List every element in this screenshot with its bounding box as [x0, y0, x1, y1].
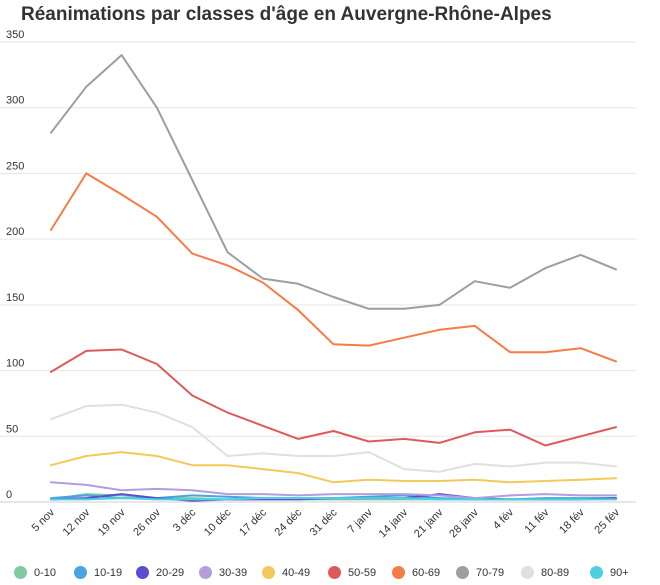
legend-item-80-89[interactable]: 80-89 — [521, 566, 569, 579]
legend-swatch — [74, 566, 87, 579]
series-line-60-69 — [50, 172, 617, 363]
legend-swatch — [136, 566, 149, 579]
series-line-40-49 — [50, 451, 617, 484]
legend-item-10-19[interactable]: 10-19 — [74, 566, 122, 579]
series-line-30-39 — [50, 481, 617, 500]
y-tick-label: 0 — [6, 489, 12, 501]
legend-swatch — [262, 566, 275, 579]
legend-label: 10-19 — [94, 566, 123, 579]
legend-item-0-10[interactable]: 0-10 — [14, 566, 56, 579]
legend-item-20-29[interactable]: 20-29 — [136, 566, 184, 579]
legend-label: 30-39 — [219, 566, 248, 579]
legend-item-60-69[interactable]: 60-69 — [392, 566, 440, 579]
x-tick-label: 11 fév — [522, 506, 551, 535]
gridlines — [0, 41, 636, 503]
legend-swatch — [392, 566, 405, 579]
y-tick-label: 100 — [6, 358, 24, 370]
y-tick-label: 200 — [6, 226, 24, 238]
x-tick-label: 12 nov — [61, 506, 93, 538]
legend-label: 0-10 — [34, 566, 57, 579]
legend-item-30-39[interactable]: 30-39 — [199, 566, 247, 579]
legend-label: 40-49 — [282, 566, 311, 579]
legend-swatch — [521, 566, 534, 579]
x-tick-label: 26 nov — [131, 506, 163, 538]
legend-item-40-49[interactable]: 40-49 — [262, 566, 310, 579]
x-tick-label: 25 fév — [592, 506, 622, 536]
legend: 0-10 10-19 20-29 30-39 40-49 50-59 60-69 70-79 8… — [0, 566, 660, 585]
x-tick-label: 17 déc — [237, 506, 269, 538]
x-tick-label: 10 déc — [202, 506, 234, 538]
x-tick-label: 21 janv — [412, 506, 446, 540]
series-line-90+ — [50, 497, 617, 501]
y-tick-label: 350 — [6, 29, 24, 41]
series-line-80-89 — [50, 403, 617, 473]
y-tick-label: 150 — [6, 292, 24, 304]
legend-label: 80-89 — [541, 566, 570, 579]
y-tick-label: 300 — [6, 95, 24, 107]
y-axis-ticks: 0 50 100 150 200 250 300 350 — [6, 29, 24, 501]
legend-swatch — [328, 566, 341, 579]
legend-label: 90+ — [610, 566, 629, 579]
x-tick-label: 28 janv — [447, 506, 481, 540]
legend-swatch — [456, 566, 469, 579]
chart-title: Réanimations par classes d'âge en Auverg… — [21, 4, 552, 25]
series-line-50-59 — [50, 348, 617, 447]
legend-item-90+[interactable]: 90+ — [590, 566, 629, 579]
x-tick-label: 4 fév — [491, 506, 517, 532]
x-tick-label: 14 janv — [377, 506, 411, 540]
x-tick-label: 5 nov — [30, 506, 58, 534]
legend-swatch — [14, 566, 27, 579]
legend-swatch — [590, 566, 603, 579]
legend-label: 20-29 — [156, 566, 185, 579]
y-tick-label: 250 — [6, 160, 24, 172]
y-tick-label: 50 — [6, 423, 18, 435]
legend-label: 60-69 — [412, 566, 441, 579]
legend-swatch — [199, 566, 212, 579]
x-tick-label: 24 déc — [272, 506, 304, 538]
x-tick-label: 7 janv — [346, 506, 376, 536]
legend-item-70-79[interactable]: 70-79 — [456, 566, 504, 579]
x-tick-label: 19 nov — [96, 506, 128, 538]
x-tick-label: 18 fév — [557, 506, 587, 536]
series-line-70-79 — [50, 54, 617, 310]
series-lines — [50, 54, 617, 502]
x-tick-label: 31 déc — [308, 506, 340, 538]
legend-item-50-59[interactable]: 50-59 — [328, 566, 376, 579]
x-tick-label: 3 déc — [171, 506, 199, 534]
legend-label: 70-79 — [476, 566, 505, 579]
x-axis-ticks: 5 nov 12 nov 19 nov 26 nov 3 déc 10 déc 17 déc… — [30, 506, 623, 540]
legend-label: 50-59 — [348, 566, 377, 579]
